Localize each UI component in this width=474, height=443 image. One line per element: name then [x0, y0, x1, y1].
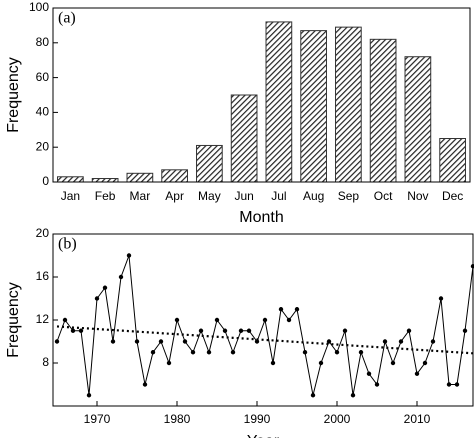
- point: [134, 339, 140, 344]
- point: [238, 328, 244, 333]
- point: [414, 371, 420, 376]
- point: [262, 317, 268, 323]
- bar: [439, 138, 466, 183]
- point: [190, 350, 196, 355]
- point: [390, 360, 396, 366]
- point: [382, 339, 388, 344]
- point: [118, 274, 124, 280]
- x-tick-label: Apr: [165, 189, 184, 203]
- point: [94, 296, 100, 301]
- point: [286, 317, 292, 323]
- y-axis-label: Frequency: [5, 57, 22, 133]
- point: [198, 328, 204, 333]
- x-tick-label: Dec: [442, 189, 463, 203]
- point: [206, 350, 212, 355]
- point: [302, 350, 308, 355]
- point: [422, 360, 428, 366]
- point: [342, 328, 348, 333]
- point: [374, 382, 380, 387]
- y-tick-label: 8: [42, 355, 49, 369]
- point: [462, 328, 468, 333]
- point: [318, 360, 324, 366]
- point: [142, 382, 148, 387]
- x-tick-label: Nov: [407, 189, 428, 203]
- plot-frame: [52, 7, 471, 183]
- point: [214, 317, 220, 323]
- y-tick-label: 40: [36, 105, 50, 119]
- bar: [57, 176, 84, 183]
- point: [350, 393, 356, 398]
- x-axis-label: Year: [247, 433, 280, 438]
- y-tick-label: 80: [36, 35, 50, 49]
- y-tick-label: 60: [36, 70, 50, 84]
- bar: [404, 56, 432, 183]
- point: [182, 339, 188, 344]
- x-tick-label: 1980: [164, 412, 191, 426]
- point: [70, 328, 76, 333]
- point: [62, 317, 68, 323]
- point: [78, 328, 84, 333]
- point: [166, 360, 172, 366]
- point: [174, 317, 180, 323]
- bar: [91, 178, 119, 183]
- point: [438, 296, 444, 301]
- point: [398, 339, 404, 344]
- point: [406, 328, 412, 333]
- x-tick-label: 2010: [404, 412, 431, 426]
- bar: [126, 172, 154, 183]
- bar: [230, 94, 258, 183]
- point: [102, 285, 108, 290]
- point: [150, 350, 156, 355]
- point: [222, 328, 228, 333]
- y-tick-label: 16: [36, 269, 50, 283]
- y-tick-label: 12: [36, 312, 50, 326]
- point: [454, 382, 460, 387]
- point: [334, 350, 340, 355]
- bar: [196, 144, 223, 183]
- x-tick-label: May: [198, 189, 221, 203]
- x-tick-label: 2000: [324, 412, 351, 426]
- y-tick-label: 0: [42, 174, 49, 188]
- point: [246, 328, 252, 333]
- point: [158, 339, 164, 344]
- point: [294, 307, 300, 312]
- x-tick-label: Oct: [374, 189, 393, 203]
- x-tick-label: 1970: [84, 412, 111, 426]
- x-tick-label: Feb: [95, 189, 116, 203]
- panel-label: (a): [58, 10, 76, 27]
- x-tick-label: Jul: [271, 189, 286, 203]
- point: [110, 339, 116, 344]
- panel-label: (b): [58, 236, 77, 253]
- x-tick-label: Mar: [130, 189, 151, 203]
- bar: [335, 26, 362, 183]
- y-tick-label: 100: [29, 0, 49, 14]
- bar: [161, 169, 188, 183]
- point: [278, 307, 284, 312]
- y-tick-label: 20: [36, 226, 50, 240]
- x-tick-label: Sep: [338, 189, 360, 203]
- x-tick-label: Aug: [303, 189, 324, 203]
- x-axis-label: Month: [239, 209, 283, 226]
- point: [430, 339, 436, 344]
- y-tick-label: 20: [36, 139, 50, 153]
- y-axis-label: Frequency: [5, 282, 22, 358]
- bar: [265, 21, 293, 183]
- point: [54, 339, 60, 344]
- x-tick-label: 1990: [244, 412, 271, 426]
- point: [446, 382, 452, 387]
- x-tick-label: Jun: [234, 189, 253, 203]
- bar: [369, 38, 397, 183]
- point: [86, 393, 92, 398]
- x-tick-label: Jan: [61, 189, 80, 203]
- point: [270, 360, 276, 366]
- plot-frame: [52, 233, 474, 407]
- point: [358, 350, 364, 355]
- point: [310, 393, 316, 398]
- point: [326, 339, 332, 344]
- point: [126, 253, 132, 258]
- point: [230, 350, 236, 355]
- point: [366, 371, 372, 376]
- bar: [300, 30, 327, 183]
